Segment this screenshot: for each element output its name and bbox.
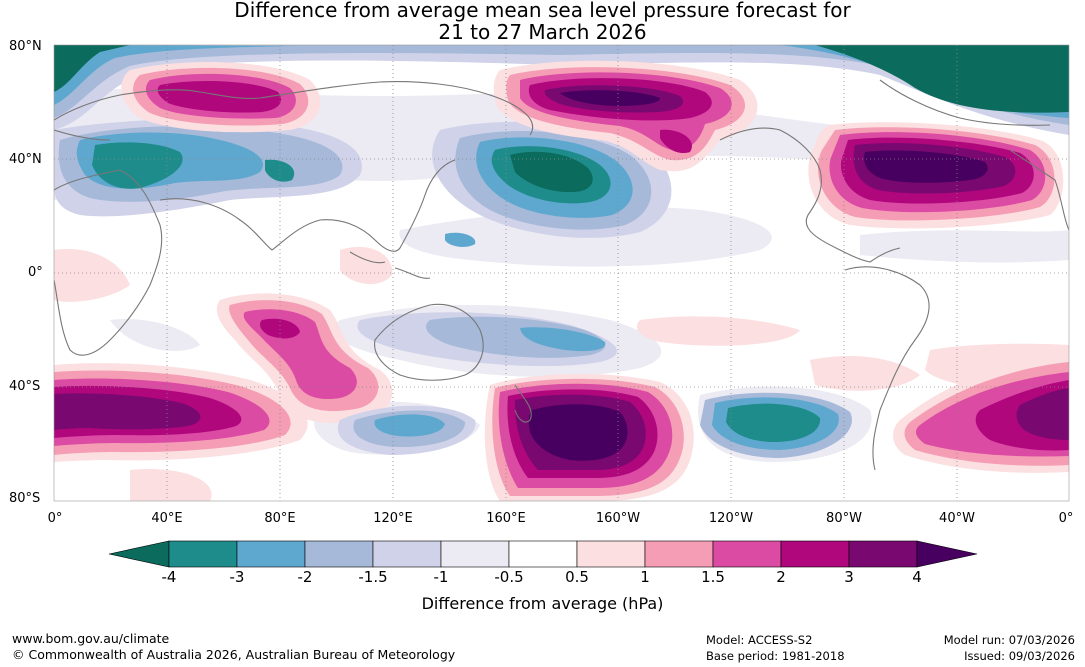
southern-lows [337,312,852,458]
lat-label-80n: 80°N [9,39,42,54]
lon-label-160e: 160°E [486,511,526,526]
map-title-line-1: Difference from average mean sea level p… [234,0,851,22]
lon-label-160w: 160°W [595,511,641,526]
colorbar-bin [372,540,442,568]
colorbar-bin [508,540,578,568]
colorbar-tick-label: 3 [844,568,854,586]
website-link[interactable]: www.bom.gov.au/climate [12,631,170,646]
colorbar-tick-label: -2 [297,568,313,586]
colorbar-bin [780,540,850,568]
colorbar-bin [576,540,646,568]
lon-label-120e: 120°E [373,511,413,526]
graticule [54,45,1069,501]
lon-label-0-east: 0° [1058,511,1074,526]
map-panel [54,45,1069,501]
colorbar-tick-label: -0.5 [494,568,524,586]
model-run-date: Model run: 07/03/2026 [943,633,1075,647]
lon-label-80w: 80°W [826,511,862,526]
south-pacific-high [484,374,694,501]
colorbar-bin [440,540,510,568]
asia-low [54,119,362,217]
colorbar-over-arrow [916,540,978,568]
colorbar-bin [236,540,306,568]
lon-label-80e: 80°E [264,511,296,526]
colorbar-tick-label: -4 [161,568,177,586]
aleutian-high [493,60,758,172]
lat-label-equator: 0° [28,265,43,280]
lon-label-120w: 120°W [708,511,754,526]
colorbar-bin [168,540,238,568]
lat-label-40s: 40°S [9,379,41,394]
lon-label-40e: 40°E [151,511,183,526]
colorbar-tick-label: 4 [912,568,922,586]
copyright-text: © Commonwealth of Australia 2026, Austra… [12,647,456,662]
north-pacific-low [432,121,672,247]
colorbar-tick-label: 1.5 [701,568,725,586]
issued-date: Issued: 09/03/2026 [964,649,1075,663]
colorbar-tick-label: -1 [433,568,449,586]
siberia-high [121,61,321,133]
colorbar-under-arrow [108,540,170,568]
colorbar-title: Difference from average (hPa) [421,594,664,613]
base-period: Base period: 1981-2018 [706,649,845,663]
lon-label-40w: 40°W [939,511,975,526]
colorbar [108,540,978,568]
lat-label-80s: 80°S [9,491,41,506]
model-name: Model: ACCESS-S2 [706,633,813,647]
map-title-line-2: 21 to 27 March 2026 [438,20,647,44]
weak-positive-band [54,246,1069,501]
south-atlantic-east-high [893,355,1069,473]
colorbar-bin [712,540,782,568]
south-atlantic-high [54,363,308,462]
indian-ocean-high [216,293,393,424]
lat-label-40n: 40°N [9,152,42,167]
colorbar-tick-label: -1.5 [358,568,388,586]
colorbar-bin [304,540,374,568]
colorbar-tick-label: 1 [640,568,650,586]
colorbar-bin [644,540,714,568]
north-atlantic-high [808,122,1064,229]
colorbar-tick-label: 2 [776,568,786,586]
colorbar-bin [848,540,918,568]
lon-label-0: 0° [47,511,63,526]
map-frame [53,44,1070,502]
coastlines [54,79,1069,471]
colorbar-tick-label: 0.5 [565,568,589,586]
colorbar-tick-label: -3 [229,568,245,586]
